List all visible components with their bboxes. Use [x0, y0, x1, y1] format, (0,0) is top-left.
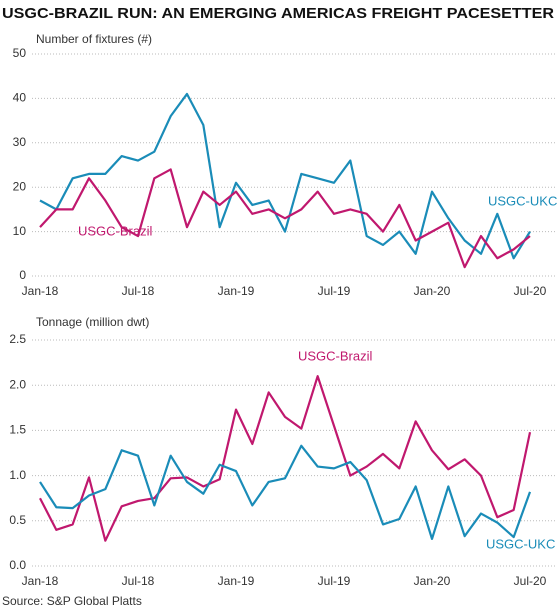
y-tick-label: 50 [13, 46, 27, 60]
x-tick-label: Jul-19 [318, 284, 351, 298]
x-tick-label: Jan-19 [218, 284, 255, 298]
y-tick-label: 1.0 [9, 468, 26, 482]
series-label: USGC-UKC [488, 193, 557, 208]
chart-title: USGC-BRAZIL RUN: AN EMERGING AMERICAS FR… [2, 5, 554, 22]
line-series [39, 375, 532, 542]
series-label: USGC-Brazil [78, 223, 153, 238]
y-tick-label: 10 [13, 224, 27, 238]
series-label: USGC-Brazil [298, 348, 373, 363]
source: Source: S&P Global Platts [2, 594, 142, 608]
line-series [39, 168, 531, 269]
y-tick-label: 20 [13, 179, 27, 193]
y-tick-label: 2.0 [9, 377, 26, 391]
x-tick-label: Jul-18 [122, 284, 155, 298]
x-tick-label: Jan-20 [414, 284, 451, 298]
x-tick-label: Jan-20 [414, 574, 451, 588]
x-tick-label: Jul-18 [122, 574, 155, 588]
x-tick-label: Jul-19 [318, 574, 351, 588]
y-tick-label: 0 [19, 268, 26, 282]
y-tick-label: 1.5 [9, 423, 26, 437]
x-tick-label: Jul-20 [514, 574, 547, 588]
line-series [39, 444, 532, 540]
y-tick-label: 0.0 [9, 558, 26, 572]
line-series [39, 92, 531, 260]
y-tick-label: 30 [13, 135, 27, 149]
y-tick-label: 2.5 [9, 332, 26, 346]
x-tick-label: Jan-18 [22, 284, 59, 298]
axis-subtitle: Tonnage (million dwt) [36, 315, 149, 329]
y-tick-label: 40 [13, 91, 27, 105]
series-label: USGC-UKC [486, 536, 555, 551]
axis-subtitle: Number of fixtures (#) [36, 32, 152, 46]
y-tick-label: 0.5 [9, 513, 26, 527]
x-tick-label: Jan-18 [22, 574, 59, 588]
x-tick-label: Jul-20 [514, 284, 547, 298]
x-tick-label: Jan-19 [218, 574, 255, 588]
